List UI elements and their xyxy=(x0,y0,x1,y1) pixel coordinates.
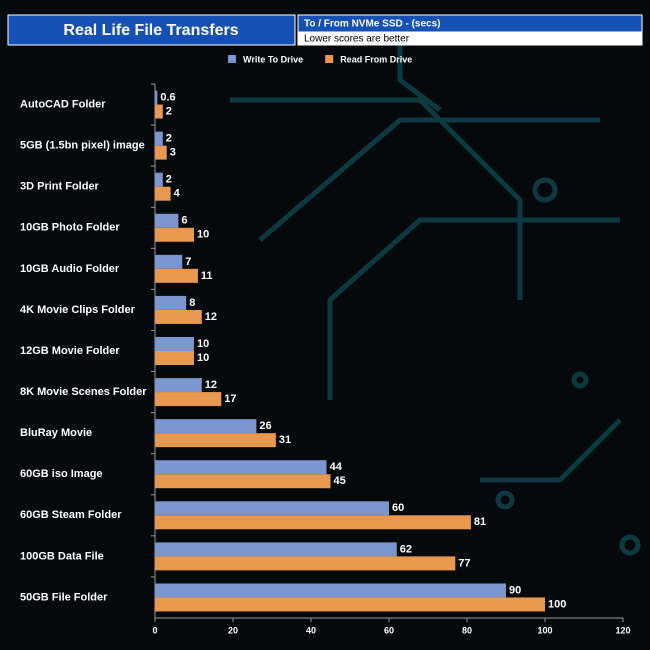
bar xyxy=(155,542,397,557)
value-label: 7 xyxy=(185,256,191,268)
legend-label: Write To Drive xyxy=(243,54,303,64)
value-label: 10 xyxy=(197,338,209,350)
y-tick-label: 8K Movie Scenes Folder xyxy=(20,386,147,398)
bar xyxy=(155,172,163,187)
bar xyxy=(155,254,183,269)
value-label: 77 xyxy=(458,557,470,569)
y-tick-label: 60GB iso Image xyxy=(20,468,103,480)
value-label: 62 xyxy=(400,543,412,555)
value-label: 31 xyxy=(279,434,291,446)
x-tick-label: 60 xyxy=(384,625,394,635)
bar xyxy=(155,309,202,324)
x-tick-label: 20 xyxy=(228,625,238,635)
bar xyxy=(155,515,471,530)
value-label: 12 xyxy=(205,379,217,391)
value-label: 2 xyxy=(166,105,172,117)
value-label: 0.6 xyxy=(160,91,175,103)
bar xyxy=(155,90,158,105)
bar xyxy=(155,145,167,160)
x-tick-label: 100 xyxy=(537,625,552,635)
bar xyxy=(155,227,194,242)
value-label: 45 xyxy=(334,475,346,487)
chart-title: Real Life File Transfers xyxy=(63,22,238,39)
value-label: 10 xyxy=(197,352,209,364)
y-tick-label: 4K Movie Clips Folder xyxy=(20,304,136,316)
value-label: 2 xyxy=(166,174,172,186)
bar xyxy=(155,213,179,228)
value-label: 8 xyxy=(189,297,195,309)
value-label: 44 xyxy=(330,461,343,473)
bar xyxy=(155,268,198,283)
bar xyxy=(155,131,163,146)
annotation-box xyxy=(297,31,643,46)
value-label: 17 xyxy=(224,393,236,405)
x-tick-label: 80 xyxy=(462,625,472,635)
legend-swatch xyxy=(325,55,334,63)
value-label: 6 xyxy=(181,215,187,227)
value-label: 26 xyxy=(259,420,271,432)
bar xyxy=(155,337,194,351)
subtitle: To / From NVMe SSD - (secs) xyxy=(304,19,441,30)
bar xyxy=(155,392,222,407)
y-tick-label: BluRay Movie xyxy=(20,427,92,439)
bar xyxy=(155,501,389,516)
bar xyxy=(155,295,187,310)
y-tick-label: 5GB (1.5bn pixel) image xyxy=(20,140,145,152)
y-tick-label: 60GB Steam Folder xyxy=(20,509,122,521)
bar xyxy=(155,556,456,571)
y-tick-label: 50GB File Folder xyxy=(20,591,108,603)
value-label: 12 xyxy=(205,311,217,323)
legend-label: Read From Drive xyxy=(340,54,412,64)
y-tick-label: AutoCAD Folder xyxy=(20,98,106,110)
value-label: 60 xyxy=(392,502,404,514)
legend-swatch xyxy=(228,55,236,63)
y-tick-label: 100GB Data File xyxy=(20,550,104,562)
circuit-decoration xyxy=(230,30,641,556)
title-box xyxy=(7,14,296,46)
y-tick-label: 10GB Audio Folder xyxy=(20,263,120,275)
value-label: 90 xyxy=(509,584,521,596)
bar xyxy=(155,583,506,598)
x-tick-label: 120 xyxy=(615,625,630,635)
x-tick-label: 0 xyxy=(152,625,157,635)
value-label: 81 xyxy=(474,516,486,528)
value-label: 10 xyxy=(197,229,209,241)
y-tick-label: 3D Print Folder xyxy=(20,181,100,193)
bar xyxy=(155,460,327,475)
annotation: Lower scores are better xyxy=(304,34,410,45)
y-tick-label: 12GB Movie Folder xyxy=(20,345,120,357)
bar xyxy=(155,378,202,393)
bar xyxy=(155,433,276,448)
value-label: 4 xyxy=(174,188,181,200)
bar xyxy=(155,419,257,434)
bar xyxy=(155,474,331,489)
bar xyxy=(155,104,163,119)
value-label: 3 xyxy=(170,147,176,159)
value-label: 11 xyxy=(201,270,213,282)
bar xyxy=(155,186,171,201)
x-tick-label: 40 xyxy=(306,625,316,635)
value-label: 2 xyxy=(166,133,172,145)
bar xyxy=(155,351,194,365)
value-label: 100 xyxy=(548,598,566,610)
bar xyxy=(155,597,545,612)
y-tick-label: 10GB Photo Folder xyxy=(20,222,120,234)
